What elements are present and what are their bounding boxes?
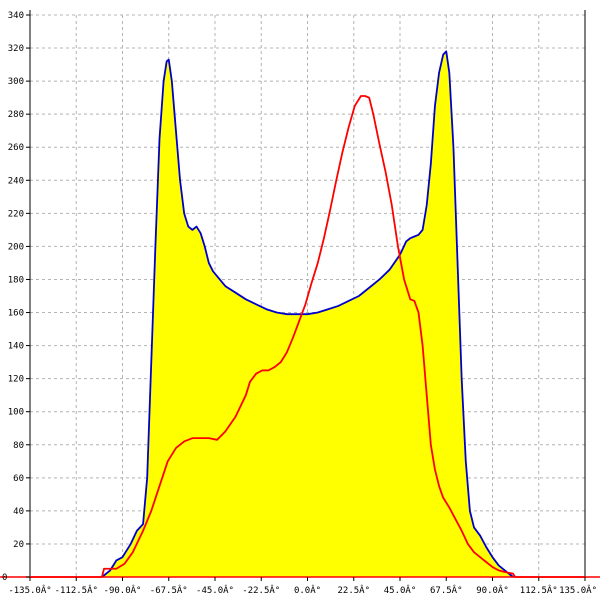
y-tick-label: 280 — [8, 110, 24, 120]
series-line-layer — [30, 50, 585, 578]
x-axis-tick-labels: -135.0Â° -112.5Â° -90.0Â° -67.5Â° -45.0Â° -22… — [8, 584, 597, 596]
x-tick-label: -45.0Â° — [196, 584, 234, 596]
y-tick-label: 180 — [8, 275, 24, 285]
y-tick-label: 100 — [8, 408, 24, 418]
y-tick-label: 0 — [2, 573, 7, 583]
y-tick-label: 80 — [13, 441, 24, 451]
y-tick-label: 300 — [8, 77, 24, 87]
x-tick-label: 22.5Â° — [337, 584, 370, 596]
axes — [0, 10, 600, 581]
y-tick-label: 160 — [8, 309, 24, 319]
y-tick-label: 240 — [8, 176, 24, 186]
x-tick-label: 45.0Â° — [384, 584, 417, 596]
y-tick-label: 40 — [13, 507, 24, 517]
red-series-line — [30, 95, 585, 578]
y-tick-label: 320 — [8, 44, 24, 54]
x-tick-label: -67.5Â° — [150, 584, 188, 596]
y-tick-label: 340 — [8, 11, 24, 21]
y-tick-label: 120 — [8, 375, 24, 385]
x-tick-label: -112.5Â° — [55, 584, 98, 596]
y-tick-label: 60 — [13, 474, 24, 484]
y-axis-tick-labels: 20 40 60 80 100 120 140 160 180 200 220 240 260 280 30… — [2, 11, 24, 583]
x-tick-label: -90.0Â° — [104, 584, 142, 596]
x-tick-label: -135.0Â° — [8, 584, 51, 596]
y-tick-label: 200 — [8, 242, 24, 252]
y-tick-label: 20 — [13, 540, 24, 550]
y-tick-label: 220 — [8, 209, 24, 219]
x-tick-label: 112.5Â° — [520, 584, 558, 596]
x-tick-label: 0.0Â° — [294, 584, 321, 596]
x-tick-label: 90.0Â° — [476, 584, 509, 596]
y-tick-label: 260 — [8, 143, 24, 153]
y-tick-label: 140 — [8, 342, 24, 352]
x-tick-label: 67.5Â° — [430, 584, 463, 596]
x-tick-label: 135.0Â° — [559, 584, 597, 596]
x-tick-label: -22.5Â° — [242, 584, 280, 596]
